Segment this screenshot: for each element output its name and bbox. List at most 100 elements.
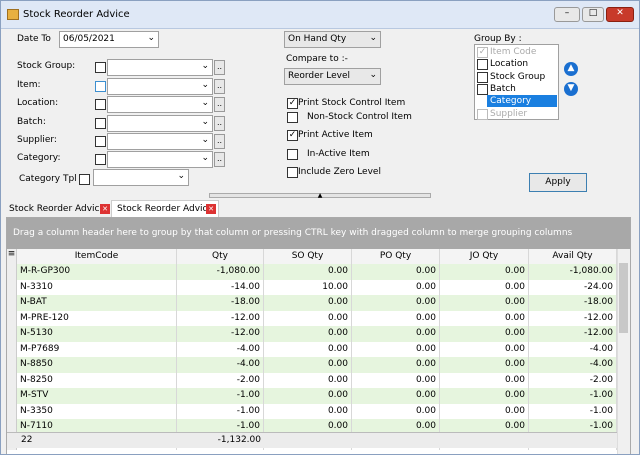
number-cell[interactable]: -1.00 [177, 388, 264, 404]
number-cell[interactable]: -1.00 [529, 403, 617, 419]
maximize-button[interactable]: □ [582, 7, 604, 22]
row-indicator[interactable] [7, 403, 17, 419]
number-cell[interactable]: 0.00 [264, 326, 352, 342]
text-cell[interactable]: N-5130 [17, 326, 177, 342]
number-cell[interactable]: 0.00 [352, 295, 440, 311]
row-indicator[interactable] [7, 388, 17, 404]
tab-active[interactable]: Stock Reorder Advice [111, 200, 219, 217]
checkbox[interactable] [287, 112, 298, 123]
row-indicator-header[interactable]: ≡ [7, 249, 17, 264]
text-cell[interactable]: M-PRE-120 [17, 310, 177, 326]
number-cell[interactable]: 0.00 [440, 357, 529, 373]
apply-button[interactable]: Apply [529, 173, 587, 192]
row-indicator[interactable] [7, 310, 17, 326]
close-button[interactable]: ✕ [606, 7, 634, 22]
tab-close[interactable]: ✕ [100, 204, 110, 214]
combo[interactable]: ⌄ [107, 115, 213, 132]
number-cell[interactable]: 0.00 [352, 279, 440, 295]
text-cell[interactable]: N-8250 [17, 372, 177, 388]
number-cell[interactable]: 0.00 [264, 310, 352, 326]
text-cell[interactable]: N-7110 [17, 419, 177, 435]
scroll-thumb[interactable] [619, 263, 628, 333]
number-cell[interactable]: 0.00 [264, 295, 352, 311]
number-cell[interactable]: 0.00 [440, 326, 529, 342]
checkbox[interactable] [79, 174, 90, 185]
number-cell[interactable]: 0.00 [440, 310, 529, 326]
combo[interactable]: ⌄ [107, 133, 213, 150]
combo[interactable]: ⌄ [107, 96, 213, 113]
column-header[interactable]: Avail Qty [529, 249, 617, 265]
number-cell[interactable]: 0.00 [352, 310, 440, 326]
date-input[interactable]: 06/05/2021 ⌄ [59, 31, 159, 48]
checkbox[interactable] [95, 99, 106, 110]
column-header[interactable]: SO Qty [264, 249, 352, 265]
row-indicator[interactable] [7, 372, 17, 388]
number-cell[interactable]: 0.00 [440, 341, 529, 357]
number-cell[interactable]: -12.00 [529, 310, 617, 326]
number-cell[interactable]: 0.00 [264, 264, 352, 280]
column-header[interactable]: Qty [177, 249, 264, 265]
browse-button[interactable]: .. [214, 97, 225, 112]
number-cell[interactable]: -2.00 [177, 372, 264, 388]
checkbox[interactable]: ✓ [287, 98, 298, 109]
number-cell[interactable]: -4.00 [177, 357, 264, 373]
checkbox[interactable] [477, 83, 488, 95]
text-cell[interactable]: M-P7689 [17, 341, 177, 357]
number-cell[interactable]: 0.00 [440, 419, 529, 435]
number-cell[interactable]: 0.00 [352, 372, 440, 388]
column-header[interactable]: PO Qty [352, 249, 440, 265]
number-cell[interactable]: -18.00 [177, 295, 264, 311]
qty-select[interactable]: On Hand Qty ⌄ [284, 31, 381, 48]
browse-button[interactable]: .. [214, 152, 225, 167]
checkbox[interactable]: ✓ [287, 130, 298, 141]
number-cell[interactable]: -18.00 [529, 295, 617, 311]
text-cell[interactable]: M-STV [17, 388, 177, 404]
combo[interactable]: ⌄ [93, 169, 189, 186]
text-cell[interactable]: N-3310 [17, 279, 177, 295]
browse-button[interactable]: .. [214, 116, 225, 131]
number-cell[interactable]: 0.00 [264, 341, 352, 357]
browse-button[interactable]: .. [214, 60, 225, 75]
number-cell[interactable]: 0.00 [440, 372, 529, 388]
group-by-item[interactable]: Category [487, 95, 557, 108]
number-cell[interactable]: -1.00 [177, 419, 264, 435]
row-indicator[interactable] [7, 341, 17, 357]
move-up-button[interactable]: ▲ [564, 62, 578, 76]
number-cell[interactable]: -4.00 [529, 357, 617, 373]
group-by-item[interactable]: Stock Group [490, 71, 546, 82]
minimize-button[interactable]: – [554, 7, 580, 22]
checkbox[interactable] [95, 136, 106, 147]
text-cell[interactable]: N-8850 [17, 357, 177, 373]
group-by-item[interactable]: Location [490, 59, 529, 70]
number-cell[interactable]: -14.00 [177, 279, 264, 295]
splitter[interactable]: ▲ [209, 193, 431, 199]
number-cell[interactable]: -24.00 [529, 279, 617, 295]
number-cell[interactable]: 0.00 [352, 326, 440, 342]
checkbox[interactable] [477, 59, 488, 71]
number-cell[interactable]: -4.00 [177, 341, 264, 357]
number-cell[interactable]: 0.00 [264, 403, 352, 419]
row-indicator[interactable] [7, 357, 17, 373]
column-header[interactable]: JO Qty [440, 249, 529, 265]
number-cell[interactable]: 0.00 [440, 279, 529, 295]
checkbox[interactable] [477, 71, 488, 83]
number-cell[interactable]: -1,080.00 [529, 264, 617, 280]
number-cell[interactable]: -1.00 [529, 388, 617, 404]
number-cell[interactable]: 0.00 [352, 341, 440, 357]
group-by-item[interactable]: Batch [490, 83, 516, 94]
number-cell[interactable]: 0.00 [352, 419, 440, 435]
move-down-button[interactable]: ▼ [564, 82, 578, 96]
checkbox[interactable] [95, 118, 106, 129]
number-cell[interactable]: 10.00 [264, 279, 352, 295]
compare-select[interactable]: Reorder Level ⌄ [284, 68, 381, 85]
combo[interactable]: ⌄ [107, 59, 213, 76]
checkbox[interactable] [95, 81, 106, 92]
tab[interactable]: Stock Reorder Advice [9, 204, 105, 214]
number-cell[interactable]: 0.00 [440, 295, 529, 311]
column-header[interactable]: ItemCode [17, 249, 177, 265]
combo[interactable]: ⌄ [107, 78, 213, 95]
number-cell[interactable]: 0.00 [440, 388, 529, 404]
checkbox[interactable] [95, 154, 106, 165]
number-cell[interactable]: 0.00 [352, 388, 440, 404]
number-cell[interactable]: -12.00 [529, 326, 617, 342]
